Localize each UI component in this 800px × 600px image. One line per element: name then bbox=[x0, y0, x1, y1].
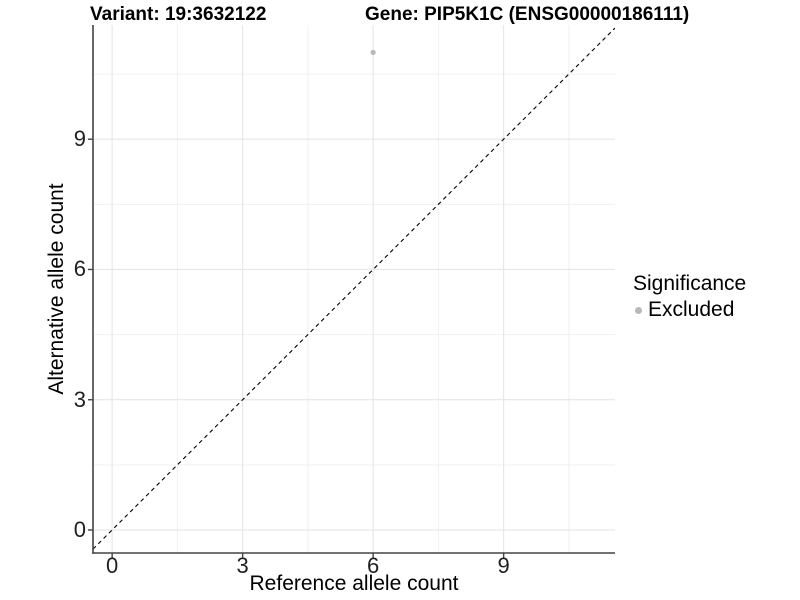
x-axis-title: Reference allele count bbox=[249, 572, 459, 595]
gene-title: Gene: PIP5K1C (ENSG00000186111) bbox=[365, 4, 690, 25]
legend-item: Excluded bbox=[633, 298, 746, 322]
identity-reference-line bbox=[93, 27, 615, 550]
variant-title: Variant: 19:3632122 bbox=[90, 4, 267, 25]
legend: Significance Excluded bbox=[633, 272, 746, 322]
y-axis-title: Alternative allele count bbox=[45, 183, 68, 395]
data-point bbox=[370, 49, 376, 55]
y-tick-label-6: 6 bbox=[73, 256, 86, 282]
x-tick-label-3: 3 bbox=[236, 553, 249, 578]
x-tick-label-9: 9 bbox=[497, 553, 510, 578]
y-tick-label-3: 3 bbox=[73, 386, 86, 412]
legend-item-label: Excluded bbox=[648, 298, 735, 321]
y-tick-label-9: 9 bbox=[73, 126, 86, 152]
legend-items: Excluded bbox=[633, 298, 746, 322]
legend-key-dot-icon bbox=[635, 306, 642, 314]
y-tick-label-0: 0 bbox=[73, 516, 86, 542]
legend-title: Significance bbox=[633, 272, 747, 295]
x-tick-label-6: 6 bbox=[367, 553, 380, 578]
x-tick-label-0: 0 bbox=[106, 553, 119, 578]
